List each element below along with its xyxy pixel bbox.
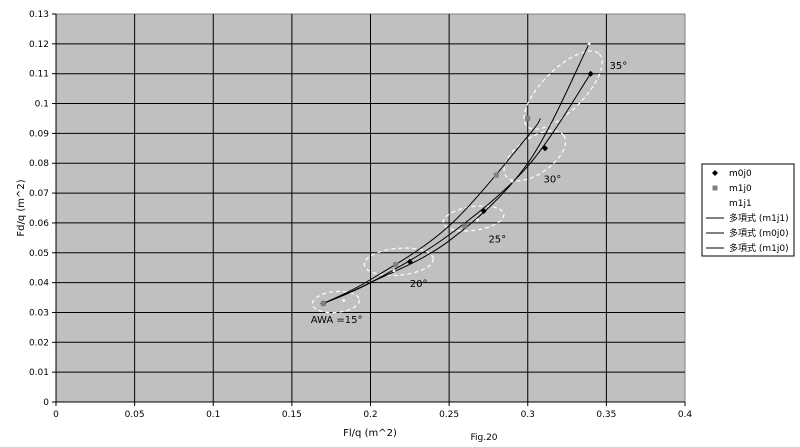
x-axis-label: Fl/q (m^2) <box>343 428 397 439</box>
point-m1j1 <box>392 269 396 273</box>
legend-marker <box>712 185 718 191</box>
point-m1j0 <box>393 262 399 268</box>
trendlines <box>323 43 592 304</box>
y-tick-label: 0.13 <box>29 10 49 20</box>
y-tick-label: 0.06 <box>29 219 49 229</box>
legend-marker <box>712 170 718 176</box>
angle-group-ellipse <box>363 247 434 277</box>
annotations: AWA =15° 20° 25° 30° 35° <box>311 61 628 326</box>
legend-label: 多項式 (m1j0) <box>729 242 789 254</box>
legend-label: m1j1 <box>729 199 752 209</box>
x-tick-label: 0.25 <box>439 410 459 420</box>
x-tick-label: 0.15 <box>282 410 302 420</box>
y-tick-label: 0.12 <box>29 40 49 50</box>
y-tick-label: 0.02 <box>29 338 49 348</box>
x-tick-label: 0.35 <box>596 410 616 420</box>
trendline-1 <box>323 73 592 304</box>
angle-group-ellipse <box>523 50 603 130</box>
point-m1j0 <box>525 115 531 121</box>
data-points <box>320 42 594 307</box>
point-m1j1 <box>342 299 346 302</box>
x-tick-label: 0.4 <box>678 410 693 420</box>
angle-group-ellipse <box>503 130 567 182</box>
axes: 0 0.05 0.1 0.15 0.2 0.25 0.3 0.35 0.4 0 0.01 0.02 0.… <box>29 10 692 420</box>
x-tick-label: 0.05 <box>125 410 145 420</box>
y-tick-label: 0.08 <box>29 159 49 169</box>
gridlines <box>56 14 685 402</box>
point-m1j0 <box>493 172 499 178</box>
point-m0j0 <box>542 145 549 152</box>
y-tick-label: 0.07 <box>29 189 49 199</box>
point-m1j1 <box>510 179 514 183</box>
trendline-2 <box>323 118 541 304</box>
y-tick-label: 0.1 <box>35 100 49 110</box>
legend-label: m0j0 <box>729 169 752 179</box>
legend-box <box>701 163 795 257</box>
point-m1j1 <box>587 42 591 46</box>
y-tick-label: 0.04 <box>29 279 49 289</box>
figure-caption: Fig.20 <box>470 433 497 443</box>
legend: m0j0 m1j0 m1j1 多項式 (m1j1) 多項式 (m0j0) 多項式 (m1j… <box>701 163 795 257</box>
legend-label: 多項式 (m1j1) <box>729 212 789 224</box>
x-tick-label: 0.3 <box>521 410 535 420</box>
angle-group-ellipse <box>311 290 361 314</box>
y-axis-label: Fd/q (m^2) <box>16 179 27 236</box>
y-tick-label: 0.11 <box>29 70 49 80</box>
angle-annotation: 20° <box>410 279 428 290</box>
y-tick-label: 0.05 <box>29 249 49 259</box>
legend-label: m1j0 <box>729 184 752 194</box>
angle-annotation: 30° <box>543 175 561 186</box>
point-m1j0 <box>462 223 468 229</box>
point-m0j0 <box>587 70 594 77</box>
y-tick-label: 0.01 <box>29 368 49 378</box>
angle-annotation: 35° <box>610 61 628 72</box>
x-tick-label: 0 <box>53 410 59 420</box>
point-m0j0 <box>406 258 413 265</box>
angle-annotation: 25° <box>488 234 506 245</box>
y-tick-label: 0.09 <box>29 129 49 139</box>
y-tick-label: 0 <box>43 398 49 408</box>
legend-label: 多項式 (m0j0) <box>729 227 789 239</box>
angle-annotation: AWA =15° <box>311 315 363 326</box>
point-m0j0 <box>480 207 487 214</box>
angle-group-ellipse <box>442 205 505 232</box>
point-m1j1 <box>476 218 479 222</box>
point-m1j0 <box>320 301 326 307</box>
angle-group-ellipses <box>311 50 603 314</box>
y-tick-label: 0.03 <box>29 308 49 318</box>
x-tick-label: 0.2 <box>363 410 377 420</box>
x-tick-label: 0.1 <box>206 410 220 420</box>
